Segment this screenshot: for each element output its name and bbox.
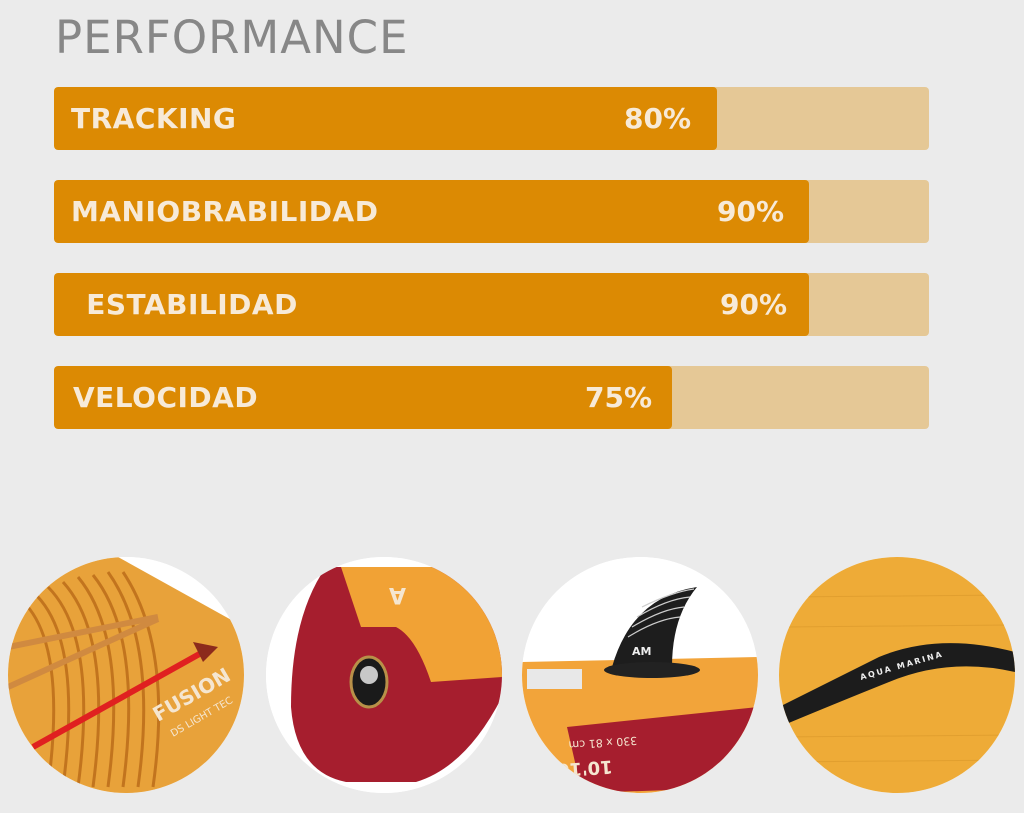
photo-carry-handle: AQUA MARINA	[779, 557, 1015, 793]
bar-value: 80%	[624, 102, 692, 135]
bar-label: VELOCIDAD	[73, 381, 259, 414]
bar-tracking: TRACKING 80%	[54, 87, 929, 150]
svg-text:330 x 81 cm: 330 x 81 cm	[568, 734, 638, 752]
svg-text:AM: AM	[632, 645, 651, 658]
svg-text:A: A	[389, 582, 406, 607]
bar-value: 90%	[717, 195, 785, 228]
bar-maniobrabilidad: MANIOBRABILIDAD 90%	[54, 180, 929, 243]
bar-value: 90%	[720, 288, 788, 321]
deck-bungee-image: FUSION DS LIGHT TEC	[8, 557, 244, 793]
photo-deck-bungee: FUSION DS LIGHT TEC	[8, 557, 244, 793]
carry-handle-image: AQUA MARINA	[779, 557, 1015, 793]
photo-tail-valve: A	[266, 557, 502, 793]
bar-fill	[54, 366, 672, 429]
bar-fill	[54, 273, 809, 336]
bar-label: ESTABILIDAD	[76, 288, 298, 321]
fin-image: AM 10'10"X32" 330 x 81 cm	[522, 557, 758, 793]
bar-velocidad: VELOCIDAD 75%	[54, 366, 929, 429]
bar-fill	[54, 87, 717, 150]
photo-fin: AM 10'10"X32" 330 x 81 cm	[522, 557, 758, 793]
bar-value: 75%	[585, 381, 653, 414]
tail-valve-image: A	[266, 557, 502, 793]
bar-label: TRACKING	[71, 102, 237, 135]
bar-fill	[54, 180, 809, 243]
page-title: PERFORMANCE	[55, 11, 409, 64]
bar-label: MANIOBRABILIDAD	[71, 195, 379, 228]
bar-estabilidad: ESTABILIDAD 90%	[54, 273, 929, 336]
